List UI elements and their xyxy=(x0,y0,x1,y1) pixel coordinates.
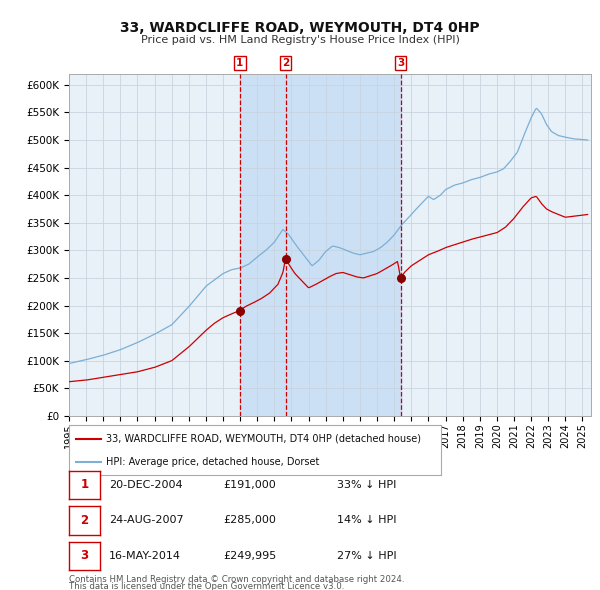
Text: 27% ↓ HPI: 27% ↓ HPI xyxy=(337,551,397,560)
Text: 14% ↓ HPI: 14% ↓ HPI xyxy=(337,516,397,525)
Text: 33% ↓ HPI: 33% ↓ HPI xyxy=(337,480,397,490)
Text: 16-MAY-2014: 16-MAY-2014 xyxy=(109,551,181,560)
Text: Contains HM Land Registry data © Crown copyright and database right 2024.: Contains HM Land Registry data © Crown c… xyxy=(69,575,404,584)
Text: 1: 1 xyxy=(236,58,243,68)
Bar xyxy=(239,74,401,416)
Text: 33, WARDCLIFFE ROAD, WEYMOUTH, DT4 0HP (detached house): 33, WARDCLIFFE ROAD, WEYMOUTH, DT4 0HP (… xyxy=(106,434,421,444)
Text: 1: 1 xyxy=(80,478,89,491)
Text: HPI: Average price, detached house, Dorset: HPI: Average price, detached house, Dors… xyxy=(106,457,320,467)
Text: 3: 3 xyxy=(80,549,89,562)
Text: This data is licensed under the Open Government Licence v3.0.: This data is licensed under the Open Gov… xyxy=(69,582,344,590)
Text: £285,000: £285,000 xyxy=(223,516,276,525)
Text: 33, WARDCLIFFE ROAD, WEYMOUTH, DT4 0HP: 33, WARDCLIFFE ROAD, WEYMOUTH, DT4 0HP xyxy=(120,21,480,35)
Text: 20-DEC-2004: 20-DEC-2004 xyxy=(109,480,183,490)
Text: £249,995: £249,995 xyxy=(223,551,277,560)
Text: 24-AUG-2007: 24-AUG-2007 xyxy=(109,516,184,525)
Text: £191,000: £191,000 xyxy=(223,480,276,490)
Text: 3: 3 xyxy=(397,58,404,68)
Text: 2: 2 xyxy=(80,514,89,527)
Text: 2: 2 xyxy=(282,58,289,68)
Text: Price paid vs. HM Land Registry's House Price Index (HPI): Price paid vs. HM Land Registry's House … xyxy=(140,35,460,45)
